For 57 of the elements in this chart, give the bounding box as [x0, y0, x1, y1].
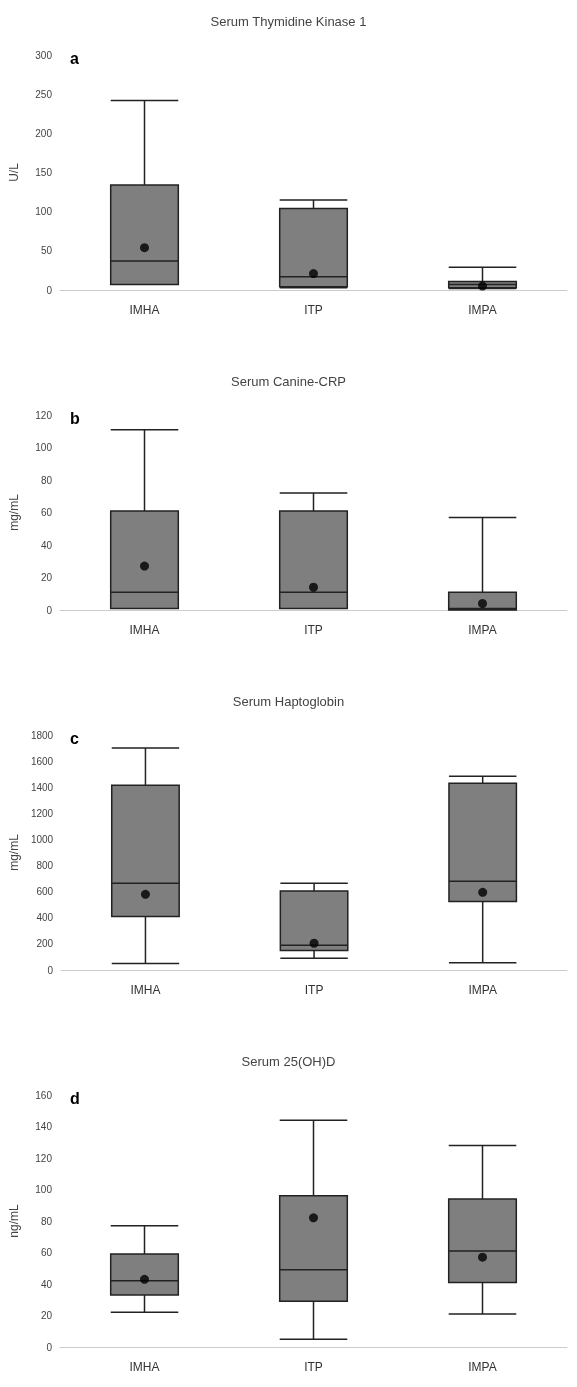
y-tick-label: 60 [40, 1247, 53, 1258]
y-tick-label: 50 [40, 245, 53, 257]
y-tick-label: 1400 [30, 781, 54, 793]
y-tick-label: 20 [40, 572, 53, 583]
chart-title: Serum 25(OH)D [241, 1054, 336, 1069]
y-tick-label: 1800 [30, 729, 54, 741]
y-axis-title: mg/mL [7, 833, 21, 871]
x-tick-label: ITP [304, 1360, 323, 1374]
x-tick-label: IMHA [130, 983, 161, 997]
x-tick-label: IMPA [468, 303, 497, 317]
y-tick-label: 0 [46, 284, 53, 296]
y-tick-label: 160 [35, 1089, 53, 1101]
y-tick-label: 140 [35, 1121, 53, 1132]
x-tick-label: IMPA [468, 983, 497, 997]
x-tick-label: IMHA [129, 623, 160, 637]
y-tick-label: 300 [35, 49, 53, 61]
chart-title: Serum Haptoglobin [232, 694, 345, 709]
x-tick-label: IMHA [129, 1360, 160, 1374]
annotation: c [70, 729, 79, 747]
y-axis-title: mg/mL [7, 493, 21, 531]
y-tick-label: 250 [35, 88, 53, 100]
y-tick-label: 80 [40, 474, 53, 486]
y-tick-label: 0 [47, 964, 54, 976]
y-tick-label: 20 [40, 1310, 53, 1321]
y-tick-label: 0 [46, 1341, 53, 1353]
chart-title: Serum Canine-CRP [231, 374, 346, 389]
y-tick-label: 200 [35, 127, 53, 139]
y-tick-label: 40 [40, 1278, 53, 1290]
x-tick-label: IMHA [129, 303, 160, 317]
y-axis-title: U/L [7, 162, 21, 182]
y-tick-label: 1000 [30, 833, 54, 845]
y-tick-label: 100 [35, 206, 53, 218]
y-tick-label: 60 [40, 507, 53, 518]
y-tick-label: 400 [36, 912, 54, 924]
y-tick-label: 600 [36, 886, 54, 898]
y-tick-label: 100 [35, 442, 53, 453]
y-tick-label: 200 [36, 938, 54, 950]
y-tick-label: 120 [35, 1152, 53, 1164]
annotation: a [70, 49, 79, 67]
chart-title: Serum Thymidine Kinase 1 [210, 14, 367, 29]
x-tick-label: IMPA [468, 623, 497, 637]
y-tick-label: 40 [40, 539, 53, 551]
y-tick-label: 100 [35, 1184, 53, 1195]
y-tick-label: 800 [36, 860, 54, 872]
y-tick-label: 120 [35, 409, 53, 421]
y-tick-label: 1600 [30, 755, 54, 767]
annotation: b [70, 409, 80, 427]
x-tick-label: ITP [304, 303, 323, 317]
y-tick-label: 1200 [30, 807, 54, 819]
y-tick-label: 0 [46, 604, 53, 616]
x-tick-label: IMPA [468, 1360, 497, 1374]
x-tick-label: ITP [304, 983, 324, 997]
x-tick-label: ITP [304, 623, 323, 637]
y-tick-label: 150 [35, 167, 53, 178]
annotation: d [70, 1089, 80, 1107]
y-axis-title: ng/mL [7, 1204, 21, 1238]
y-tick-label: 80 [40, 1215, 53, 1227]
